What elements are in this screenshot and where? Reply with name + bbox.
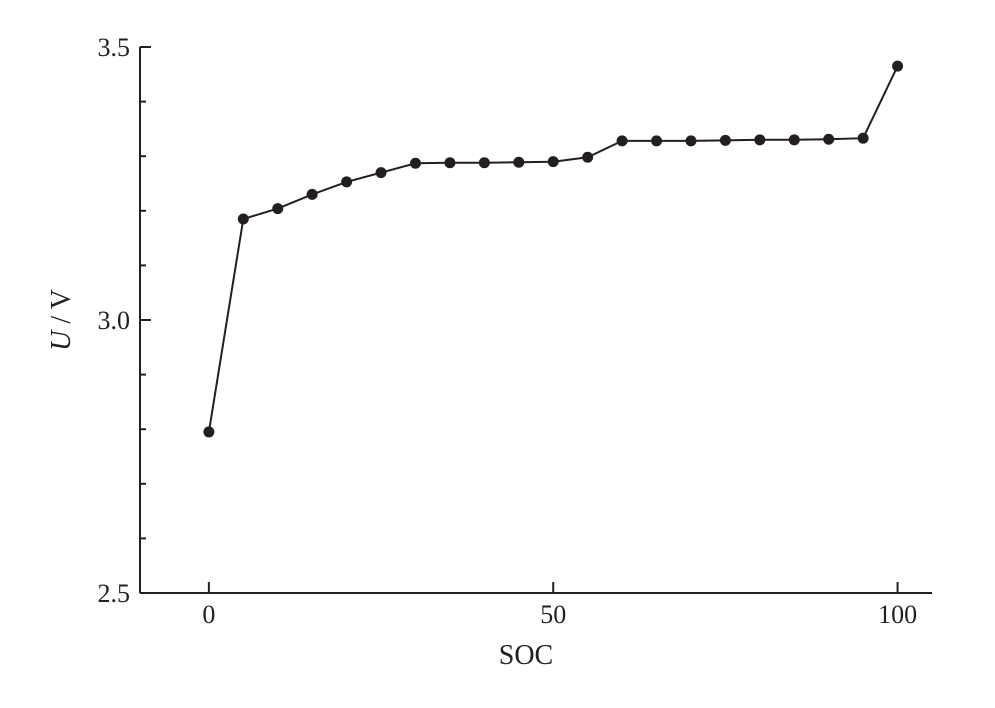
data-point xyxy=(719,134,731,146)
data-point xyxy=(306,188,318,200)
x-tick-label: 0 xyxy=(202,600,215,629)
data-point xyxy=(341,176,353,188)
series-line xyxy=(207,65,899,433)
y-axis-variable: U xyxy=(46,329,77,351)
x-tick-label: 50 xyxy=(540,600,566,629)
data-point xyxy=(409,157,421,169)
data-point xyxy=(616,135,628,147)
data-point xyxy=(892,60,904,72)
data-point xyxy=(754,134,766,146)
data-point xyxy=(513,156,525,168)
data-point xyxy=(582,151,594,163)
data-point xyxy=(823,133,835,145)
data-point xyxy=(651,135,663,147)
y-tick-label: 2.5 xyxy=(98,579,131,608)
y-tick-label: 3.5 xyxy=(98,33,131,62)
data-point xyxy=(237,213,249,225)
x-axis-title: SOC xyxy=(499,640,553,671)
x-tick-label: 100 xyxy=(878,600,917,629)
y-tick-label: 3.0 xyxy=(98,306,131,335)
y-axis-unit: / V xyxy=(46,289,77,331)
data-point xyxy=(685,135,697,147)
y-axis-title: U / V xyxy=(46,289,77,351)
data-point xyxy=(547,156,559,168)
data-point xyxy=(857,132,869,144)
data-point xyxy=(203,426,215,438)
data-point xyxy=(375,167,387,179)
data-point xyxy=(788,134,800,146)
data-point xyxy=(478,157,490,169)
data-point xyxy=(272,203,284,215)
data-point xyxy=(444,157,456,169)
